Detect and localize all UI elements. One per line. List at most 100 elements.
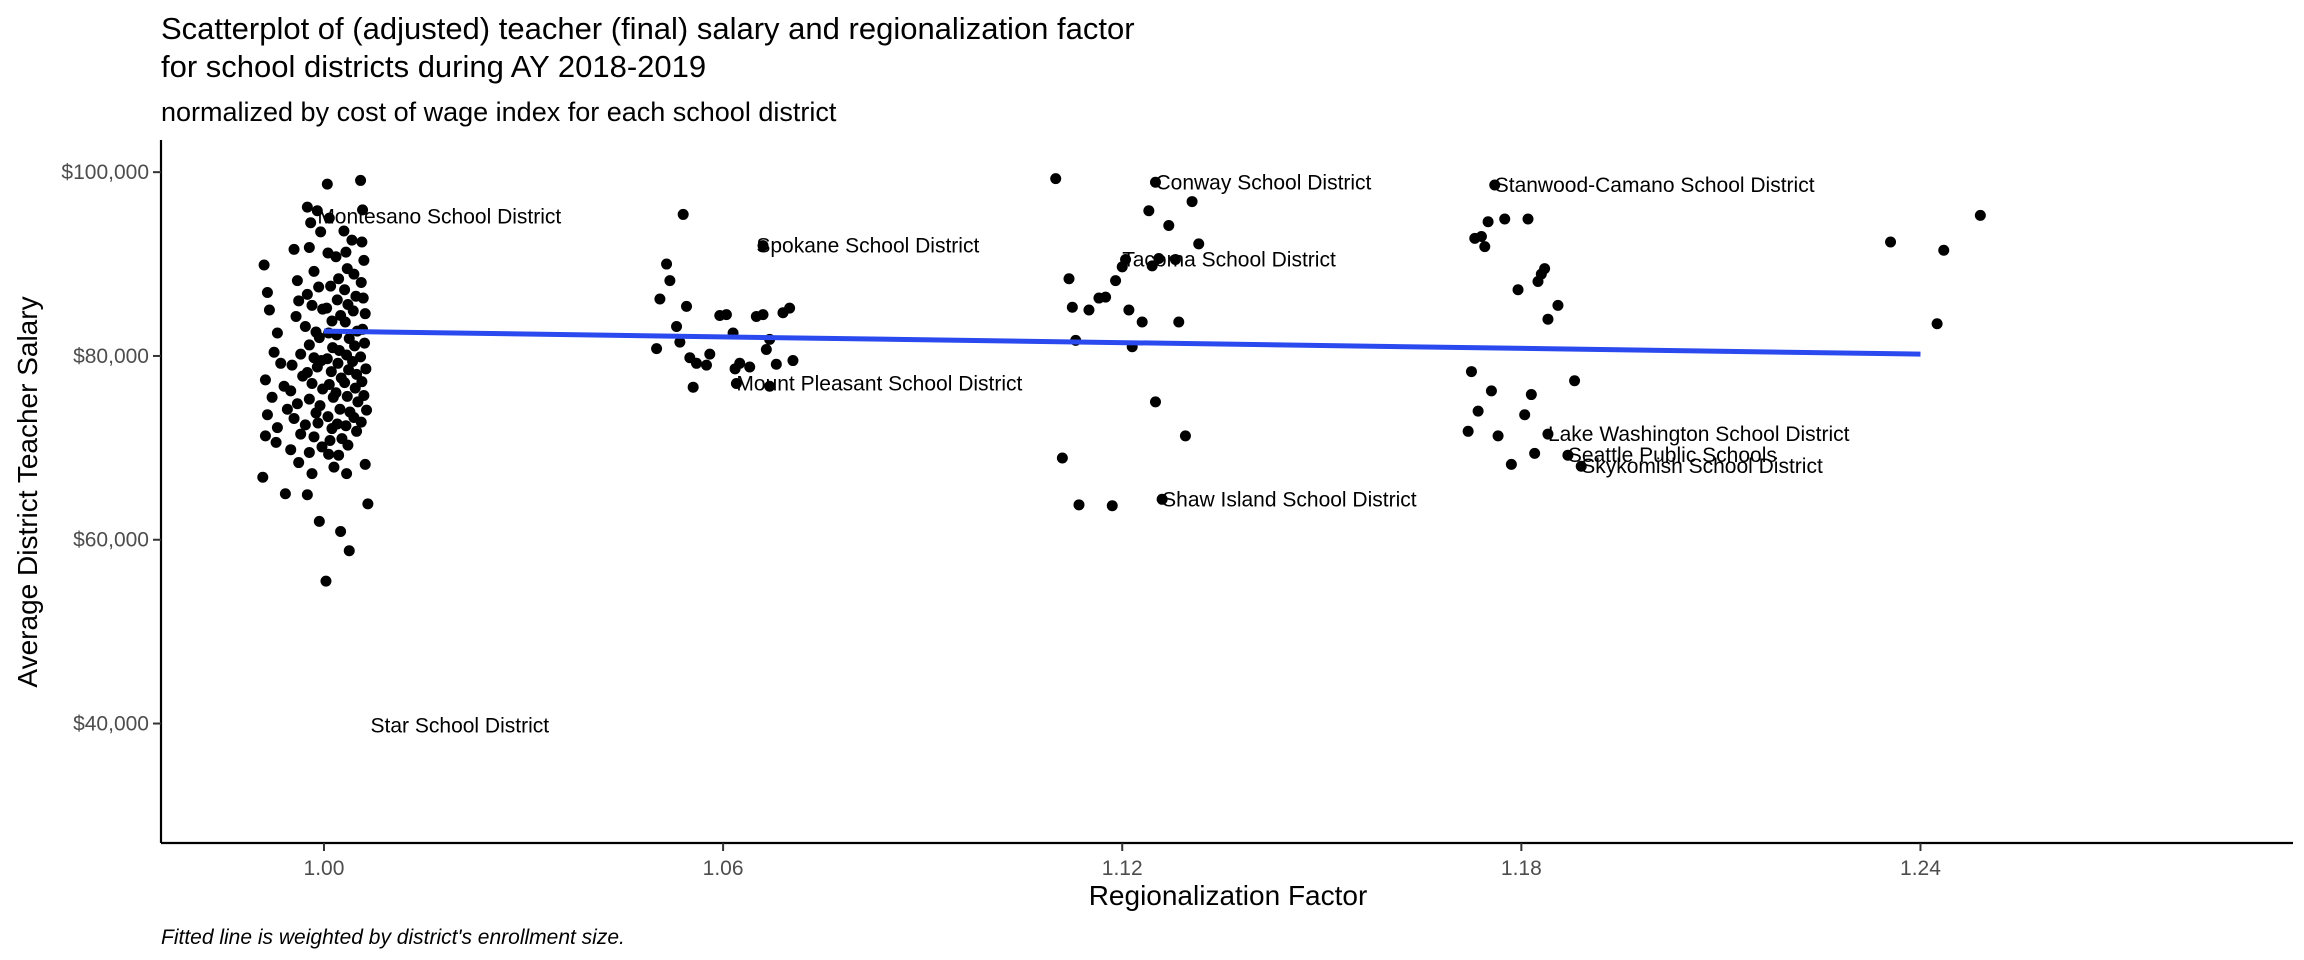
data-point	[306, 468, 318, 480]
x-tick-label: 1.24	[1900, 857, 1941, 880]
data-point	[305, 217, 317, 229]
data-point	[1186, 196, 1198, 208]
data-point	[333, 273, 345, 285]
data-point	[324, 434, 336, 446]
y-tick-label: $60,000	[73, 529, 149, 552]
data-point	[268, 346, 280, 358]
data-point	[286, 359, 298, 371]
data-point	[303, 446, 315, 458]
data-point	[261, 409, 273, 421]
data-point	[313, 515, 325, 527]
data-point	[1073, 499, 1085, 511]
data-point	[359, 308, 371, 320]
data-point	[654, 293, 666, 305]
data-point	[355, 276, 367, 288]
data-point	[295, 428, 307, 440]
fit-line	[323, 328, 1921, 357]
data-point	[1475, 230, 1487, 242]
data-point	[356, 236, 368, 248]
data-point	[360, 363, 372, 375]
data-point	[1938, 244, 1950, 256]
data-point	[1472, 405, 1484, 417]
data-point	[1489, 179, 1501, 191]
data-point	[347, 355, 359, 367]
x-tick-label: 1.12	[1102, 857, 1143, 880]
data-point	[293, 457, 305, 469]
data-point	[321, 178, 333, 190]
x-axis-title: Regionalization Factor	[1089, 880, 1368, 911]
data-point	[341, 390, 353, 402]
x-tick-label: 1.18	[1501, 857, 1542, 880]
data-point	[1146, 260, 1158, 272]
data-point	[1482, 216, 1494, 228]
point-label: Star School District	[371, 714, 550, 737]
data-point	[257, 471, 269, 483]
data-point	[1512, 284, 1524, 296]
data-point	[357, 204, 369, 216]
data-point	[1462, 425, 1474, 437]
data-point	[351, 425, 363, 437]
data-point	[1542, 428, 1554, 440]
data-point	[1542, 313, 1554, 325]
data-point	[355, 174, 367, 186]
data-point	[1173, 316, 1185, 328]
data-point	[1499, 213, 1511, 225]
data-point	[348, 268, 360, 280]
data-point	[259, 374, 271, 386]
data-point	[285, 385, 297, 397]
data-point	[263, 304, 275, 316]
data-point	[690, 357, 702, 369]
data-point	[321, 302, 333, 314]
data-point	[320, 575, 332, 587]
data-point	[259, 430, 271, 442]
data-point	[361, 404, 373, 416]
data-point	[356, 376, 368, 388]
data-point	[275, 357, 287, 369]
x-axis-ticks: 1.00 1.06 1.12 1.18 1.24	[304, 843, 1941, 880]
data-point	[325, 366, 337, 378]
data-point	[687, 381, 699, 393]
data-point	[1106, 500, 1118, 512]
data-point	[301, 201, 313, 213]
data-point	[333, 449, 345, 461]
data-point	[664, 275, 676, 287]
data-point	[326, 315, 338, 327]
data-point	[757, 240, 769, 252]
data-point	[1539, 263, 1551, 275]
data-point	[316, 441, 328, 453]
data-point	[299, 419, 311, 431]
point-label: Shaw Island School District	[1162, 488, 1417, 511]
chart-title-line2: for school districts during AY 2018-2019	[161, 49, 706, 84]
data-point	[293, 295, 305, 307]
y-tick-label: $100,000	[61, 161, 149, 184]
data-point	[1149, 396, 1161, 408]
point-label: Spokane School District	[756, 235, 979, 258]
data-point	[760, 344, 772, 356]
data-point	[303, 393, 315, 405]
point-label: Stanwood-Camano School District	[1495, 174, 1815, 197]
data-point	[704, 348, 716, 360]
data-point	[359, 458, 371, 470]
data-point	[1519, 409, 1531, 421]
data-point	[1136, 316, 1148, 328]
data-point	[1193, 238, 1205, 250]
data-point	[661, 258, 673, 270]
data-point	[341, 468, 353, 480]
data-point	[290, 310, 302, 322]
data-point	[266, 391, 278, 403]
data-point	[323, 378, 335, 390]
data-point	[285, 444, 297, 456]
data-point	[1066, 301, 1078, 313]
data-point	[301, 366, 313, 378]
data-point	[311, 361, 323, 373]
data-point	[720, 309, 732, 321]
point-label: Mount Pleasant School District	[736, 373, 1022, 396]
data-point	[787, 355, 799, 367]
data-point	[651, 343, 663, 355]
data-point	[355, 351, 367, 363]
data-point	[339, 284, 351, 296]
data-point	[1485, 385, 1497, 397]
data-point	[346, 234, 358, 246]
data-point	[784, 302, 796, 314]
x-tick-label: 1.00	[304, 857, 345, 880]
